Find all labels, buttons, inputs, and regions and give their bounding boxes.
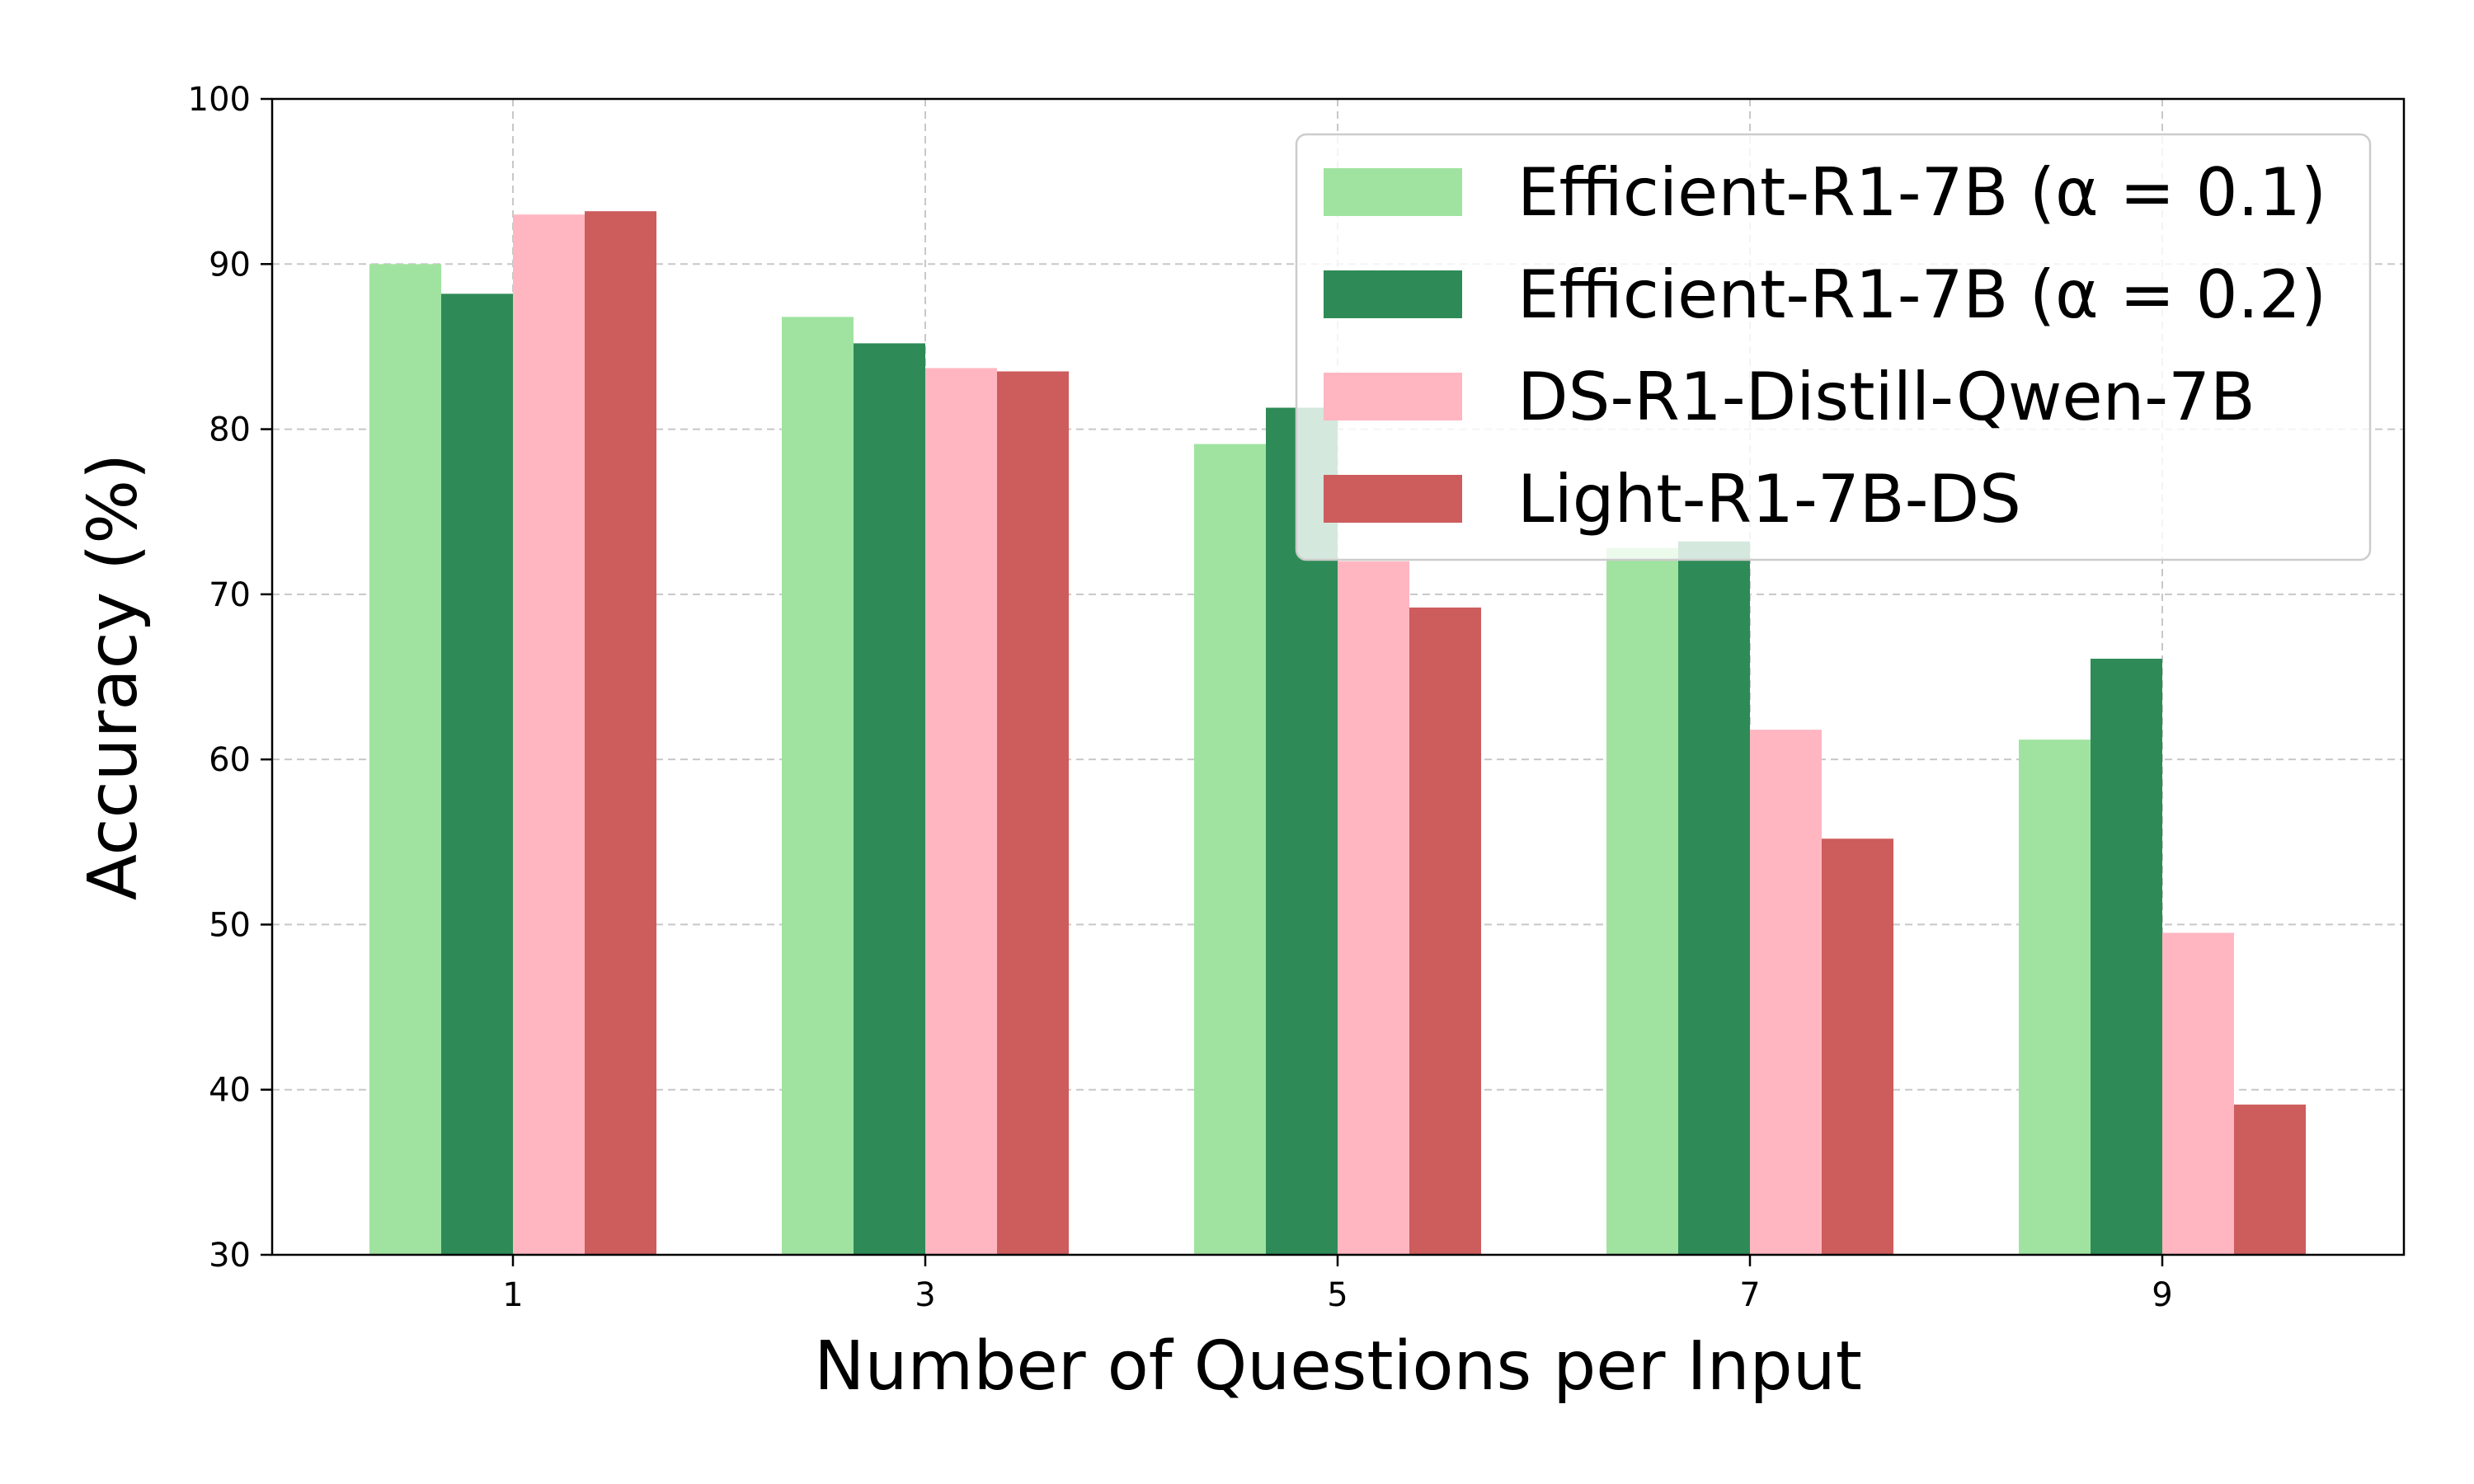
x-axis-title: Number of Questions per Input <box>814 1327 1862 1406</box>
x-tick-label: 7 <box>1739 1276 1760 1314</box>
y-tick-label: 90 <box>209 246 251 284</box>
bar <box>1678 541 1750 1255</box>
bar <box>1409 607 1481 1255</box>
bar <box>854 343 925 1255</box>
x-tick-label: 1 <box>502 1276 523 1314</box>
bar <box>2091 658 2162 1255</box>
y-axis-title: Accuracy (%) <box>74 453 153 900</box>
x-tick-label: 9 <box>2152 1276 2172 1314</box>
bar <box>441 294 513 1255</box>
y-axis-ticks: 30 40 50 60 70 80 90 100 <box>188 81 272 1275</box>
bar <box>1822 838 1893 1255</box>
bar <box>1606 547 1678 1255</box>
legend-swatch <box>1324 168 1462 216</box>
legend: Efficient-R1-7B (α = 0.1) Efficient-R1-7B… <box>1295 133 2372 561</box>
legend-swatch <box>1324 373 1462 420</box>
bars <box>369 211 2306 1256</box>
y-tick-label: 50 <box>209 906 251 944</box>
legend-box <box>1295 133 2372 561</box>
x-tick-label: 3 <box>915 1276 935 1314</box>
y-tick-label: 40 <box>209 1072 251 1110</box>
y-tick-label: 60 <box>209 741 251 779</box>
legend-label: Efficient-R1-7B (α = 0.2) <box>1517 256 2326 333</box>
bar <box>369 264 441 1256</box>
bar <box>1338 561 1409 1255</box>
y-tick-label: 80 <box>209 411 251 449</box>
x-axis-ticks: 1 3 5 7 9 <box>502 1255 2173 1314</box>
bar <box>585 211 656 1255</box>
bar <box>2234 1104 2306 1255</box>
bar <box>1750 730 1822 1255</box>
legend-swatch <box>1324 270 1462 318</box>
bar <box>513 214 585 1256</box>
bar <box>782 317 854 1255</box>
y-tick-label: 100 <box>188 81 251 119</box>
legend-label: DS-R1-Distill-Qwen-7B <box>1517 359 2255 435</box>
y-tick-label: 70 <box>209 576 251 614</box>
bar <box>2162 932 2234 1255</box>
bar <box>2019 740 2091 1255</box>
x-tick-label: 5 <box>1327 1276 1348 1314</box>
bar <box>1194 444 1266 1255</box>
legend-swatch <box>1324 475 1462 523</box>
legend-label: Light-R1-7B-DS <box>1517 461 2021 538</box>
bar <box>925 368 997 1256</box>
bar <box>997 371 1069 1255</box>
y-tick-label: 30 <box>209 1237 251 1275</box>
legend-label: Efficient-R1-7B (α = 0.1) <box>1517 154 2326 231</box>
